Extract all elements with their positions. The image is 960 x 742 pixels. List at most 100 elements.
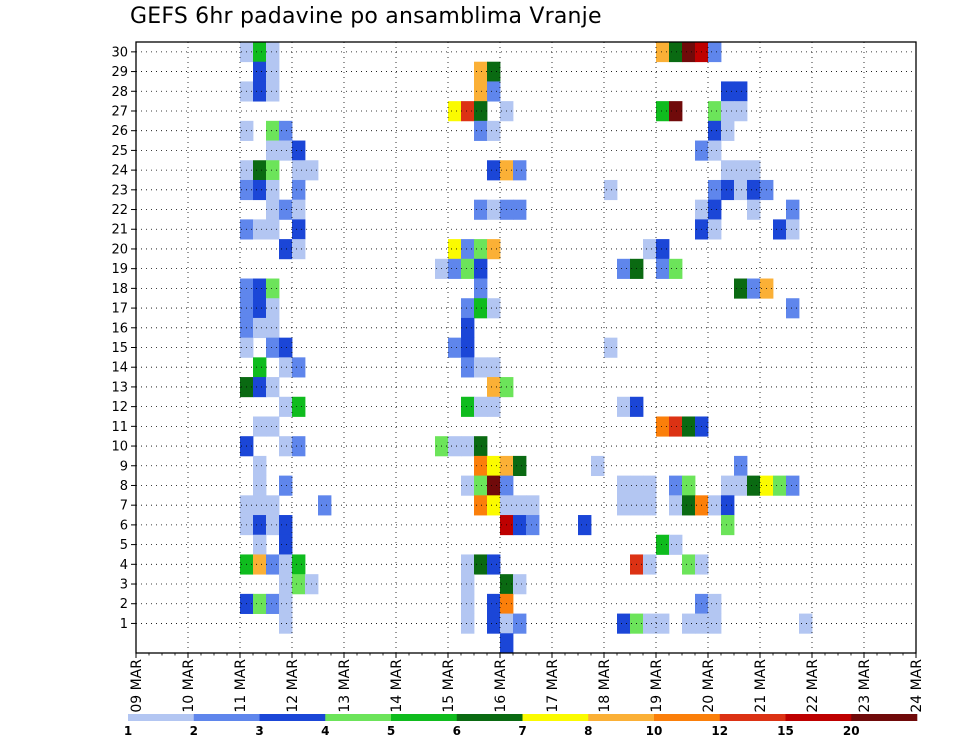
- heatmap-cell: [643, 239, 657, 260]
- heatmap-cell: [747, 475, 761, 496]
- heatmap-cell: [266, 120, 280, 141]
- colorbar-swatch: [128, 714, 195, 721]
- heatmap-cell: [461, 101, 475, 122]
- heatmap-cell: [487, 613, 501, 634]
- colorbar-swatch: [522, 714, 589, 721]
- heatmap-cell: [474, 495, 488, 516]
- heatmap-cell: [721, 475, 735, 496]
- heatmap-cell: [708, 101, 722, 122]
- heatmap-cell: [253, 219, 267, 240]
- heatmap-cell: [253, 160, 267, 181]
- heatmap-cell: [253, 534, 267, 555]
- heatmap-cell: [487, 199, 501, 220]
- heatmap-cell: [721, 179, 735, 201]
- heatmap-cell: [474, 298, 488, 319]
- heatmap-cell: [318, 495, 332, 516]
- heatmap-cell: [279, 436, 293, 457]
- heatmap-cell: [721, 120, 735, 141]
- y-tick-label: 3: [120, 578, 128, 593]
- colorbar-swatch: [588, 714, 655, 721]
- heatmap-cell: [734, 81, 748, 102]
- heatmap-cell: [474, 475, 488, 496]
- heatmap-cell: [461, 475, 475, 496]
- heatmap-cell: [266, 377, 280, 398]
- heatmap-cell: [656, 613, 670, 634]
- heatmap-cell: [461, 574, 475, 595]
- heatmap-cell: [669, 416, 683, 437]
- y-tick-label: 24: [111, 164, 128, 179]
- heatmap-cell: [279, 593, 293, 614]
- heatmap-cell: [487, 160, 501, 181]
- heatmap-cell: [682, 416, 696, 437]
- heatmap-cell: [474, 61, 488, 82]
- y-tick-label: 5: [120, 538, 128, 553]
- heatmap-cell: [279, 554, 293, 575]
- heatmap-cell: [253, 357, 267, 378]
- heatmap-cell: [279, 199, 293, 220]
- y-tick-label: 18: [111, 282, 128, 297]
- heatmap-cell: [279, 357, 293, 378]
- colorbar-label: 1: [124, 724, 132, 738]
- heatmap-cell: [279, 534, 293, 555]
- heatmap-cell: [266, 179, 280, 201]
- heatmap-cell: [669, 475, 683, 496]
- x-tick-label: 14 MAR: [389, 659, 405, 713]
- heatmap-cell: [292, 199, 306, 220]
- x-tick-label: 13 MAR: [337, 659, 353, 713]
- heatmap-cell: [669, 42, 683, 63]
- heatmap-cell: [578, 515, 592, 536]
- heatmap-cell: [487, 554, 501, 575]
- heatmap-cell: [604, 337, 618, 358]
- heatmap-cell: [266, 515, 280, 536]
- heatmap-cell: [708, 120, 722, 141]
- y-tick-label: 15: [111, 341, 128, 356]
- heatmap-cell: [292, 396, 306, 417]
- colorbar-label: 12: [711, 724, 728, 738]
- chart-title: GEFS 6hr padavine po ansamblima Vranje: [130, 4, 602, 29]
- heatmap-cell: [708, 42, 722, 63]
- heatmap-cell: [253, 317, 267, 339]
- heatmap-cell: [474, 455, 488, 477]
- heatmap-cell: [474, 239, 488, 260]
- heatmap-cell: [513, 613, 527, 634]
- heatmap-cell: [682, 613, 696, 634]
- x-axis: 09 MAR 10 MAR 11 MAR 12 MAR 13 MAR 14 MAR 15 M…: [129, 653, 925, 713]
- colorbar-label: 7: [518, 724, 526, 738]
- heatmap-cell: [461, 317, 475, 339]
- heatmap-cell: [474, 120, 488, 141]
- heatmap-cell: [721, 160, 735, 181]
- cells-layer: [240, 42, 813, 653]
- heatmap-cell: [669, 258, 683, 279]
- colorbar: 1 2 3 4 5 6 7 8 10 12 15 20: [124, 714, 918, 738]
- x-tick-label: 24 MAR: [909, 659, 925, 713]
- x-tick-label: 10 MAR: [181, 659, 197, 713]
- y-tick-label: 4: [120, 558, 128, 573]
- heatmap-cell: [474, 554, 488, 575]
- heatmap-cell: [513, 495, 527, 516]
- heatmap-cell: [786, 219, 800, 240]
- heatmap-cell: [500, 633, 514, 653]
- colorbar-label: 3: [255, 724, 263, 738]
- heatmap-cell: [721, 81, 735, 102]
- heatmap-cell: [747, 179, 761, 201]
- heatmap-cell: [292, 179, 306, 201]
- y-tick-label: 30: [111, 45, 128, 60]
- y-tick-label: 6: [120, 518, 128, 533]
- heatmap-cell: [279, 475, 293, 496]
- heatmap-cell: [786, 199, 800, 220]
- heatmap-cell: [253, 416, 267, 437]
- heatmap-cell: [617, 613, 631, 634]
- x-tick-label: 19 MAR: [649, 659, 665, 713]
- y-tick-label: 10: [111, 440, 128, 455]
- heatmap-cell: [461, 357, 475, 378]
- heatmap-cell: [487, 61, 501, 82]
- heatmap-cell: [734, 278, 748, 299]
- x-tick-label: 11 MAR: [233, 659, 249, 713]
- y-tick-label: 1: [120, 617, 128, 632]
- heatmap-cell: [448, 258, 462, 279]
- y-tick-label: 11: [111, 420, 128, 435]
- heatmap-cell: [708, 140, 722, 161]
- heatmap-cell: [474, 278, 488, 299]
- heatmap-cell: [474, 101, 488, 122]
- heatmap-cell: [461, 593, 475, 614]
